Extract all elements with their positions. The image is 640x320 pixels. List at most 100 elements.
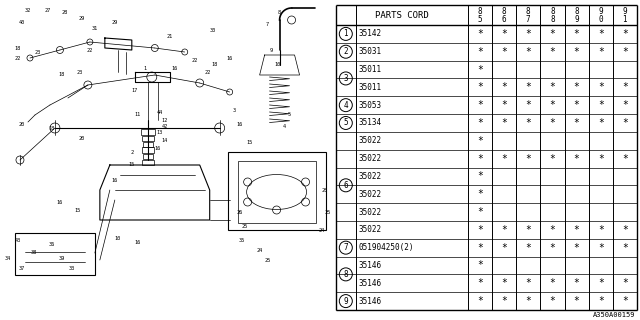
Text: 10: 10 — [275, 62, 281, 68]
Text: 34: 34 — [5, 255, 11, 260]
Text: *: * — [598, 225, 604, 235]
Text: 2: 2 — [131, 149, 133, 155]
Text: 20: 20 — [79, 135, 85, 140]
Text: *: * — [477, 278, 483, 288]
Text: 4: 4 — [283, 124, 286, 130]
Text: 32: 32 — [25, 7, 31, 12]
Text: *: * — [477, 189, 483, 199]
Text: *: * — [501, 154, 507, 164]
Text: *: * — [477, 225, 483, 235]
Text: 8: 8 — [477, 7, 483, 17]
Text: 22: 22 — [205, 69, 211, 75]
Text: *: * — [598, 278, 604, 288]
Text: *: * — [477, 154, 483, 164]
Text: 35011: 35011 — [359, 65, 382, 74]
Text: 35022: 35022 — [359, 208, 382, 217]
Text: 29: 29 — [79, 15, 85, 20]
Text: 35053: 35053 — [359, 101, 382, 110]
Text: *: * — [622, 243, 628, 253]
Text: *: * — [550, 296, 556, 306]
Text: *: * — [477, 29, 483, 39]
Text: 22: 22 — [191, 58, 198, 62]
Text: 23: 23 — [77, 69, 83, 75]
Text: *: * — [550, 82, 556, 92]
Text: 5: 5 — [288, 113, 291, 117]
Text: 15: 15 — [75, 207, 81, 212]
Bar — [142, 147, 154, 153]
Text: 44: 44 — [157, 109, 163, 115]
Text: *: * — [525, 154, 531, 164]
Text: 8: 8 — [344, 270, 348, 279]
Text: 6: 6 — [344, 181, 348, 190]
Text: 8: 8 — [550, 7, 555, 17]
Text: *: * — [501, 82, 507, 92]
Text: *: * — [573, 29, 580, 39]
Text: 39: 39 — [59, 255, 65, 260]
Text: 27: 27 — [45, 7, 51, 12]
Text: 2: 2 — [344, 47, 348, 56]
Text: 24: 24 — [257, 247, 263, 252]
Text: *: * — [525, 118, 531, 128]
Text: *: * — [573, 225, 580, 235]
Text: 4: 4 — [344, 101, 348, 110]
Text: 10: 10 — [115, 236, 121, 241]
Text: 0: 0 — [598, 14, 603, 23]
Text: 16: 16 — [134, 239, 141, 244]
Text: *: * — [477, 100, 483, 110]
Text: *: * — [598, 154, 604, 164]
Text: 051904250(2): 051904250(2) — [359, 243, 414, 252]
Bar — [237, 161, 316, 223]
Text: *: * — [598, 82, 604, 92]
Text: *: * — [550, 278, 556, 288]
Text: *: * — [525, 278, 531, 288]
Text: *: * — [477, 82, 483, 92]
Text: *: * — [550, 47, 556, 57]
Text: *: * — [501, 278, 507, 288]
Text: 35146: 35146 — [359, 261, 382, 270]
Text: *: * — [550, 225, 556, 235]
Text: *: * — [525, 225, 531, 235]
Text: 35146: 35146 — [359, 279, 382, 288]
Text: 5: 5 — [344, 118, 348, 127]
Text: 7: 7 — [344, 243, 348, 252]
Text: 9: 9 — [623, 7, 627, 17]
Text: 18: 18 — [49, 125, 55, 131]
Text: *: * — [573, 243, 580, 253]
Text: *: * — [501, 243, 507, 253]
Text: 6: 6 — [502, 14, 506, 23]
Text: 42: 42 — [162, 124, 168, 130]
Text: 18: 18 — [15, 45, 21, 51]
Text: *: * — [573, 118, 580, 128]
Text: 1: 1 — [344, 29, 348, 38]
Text: 16: 16 — [112, 178, 118, 182]
Text: *: * — [622, 154, 628, 164]
Text: *: * — [525, 296, 531, 306]
Text: 3: 3 — [233, 108, 236, 113]
Text: *: * — [598, 118, 604, 128]
Text: 22: 22 — [15, 55, 21, 60]
Text: 35146: 35146 — [359, 297, 382, 306]
Text: 7: 7 — [526, 14, 531, 23]
Text: *: * — [477, 243, 483, 253]
Text: *: * — [622, 47, 628, 57]
Text: 43: 43 — [15, 237, 21, 243]
Text: *: * — [477, 260, 483, 270]
Text: 25: 25 — [241, 223, 248, 228]
Text: 35134: 35134 — [359, 118, 382, 127]
Text: *: * — [573, 154, 580, 164]
Text: 13: 13 — [157, 131, 163, 135]
Text: 26: 26 — [237, 210, 243, 214]
Text: 9: 9 — [270, 47, 273, 52]
Text: *: * — [550, 29, 556, 39]
Text: 12: 12 — [162, 117, 168, 123]
Text: 36: 36 — [49, 243, 55, 247]
Text: 18: 18 — [59, 73, 65, 77]
Text: *: * — [501, 100, 507, 110]
Text: 16: 16 — [227, 55, 233, 60]
Text: *: * — [477, 296, 483, 306]
Text: 35031: 35031 — [359, 47, 382, 56]
Text: 5: 5 — [477, 14, 483, 23]
Text: 30: 30 — [209, 28, 216, 33]
Text: *: * — [573, 296, 580, 306]
Text: 31: 31 — [92, 26, 98, 30]
